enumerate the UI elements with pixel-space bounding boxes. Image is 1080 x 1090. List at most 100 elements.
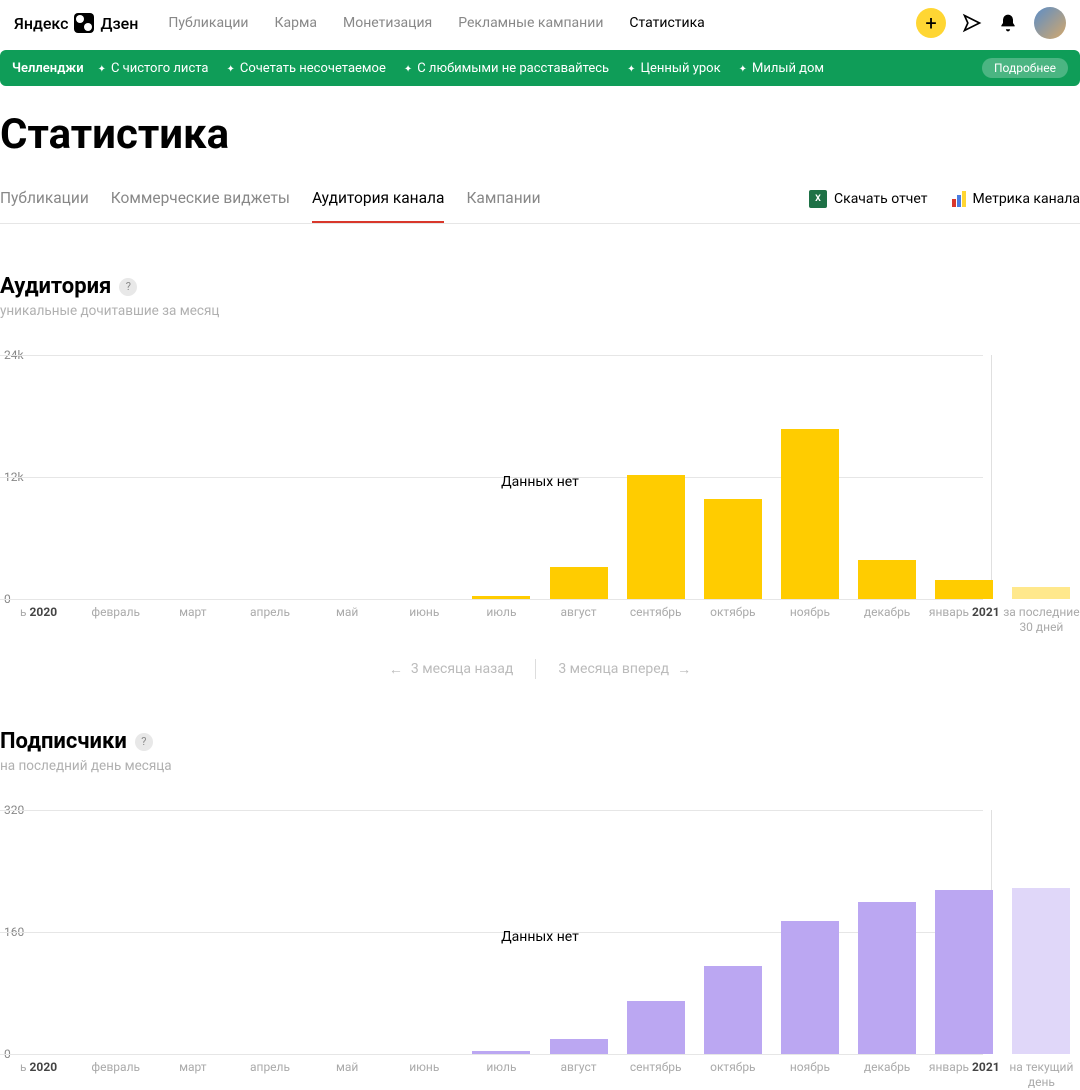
metrika-label: Метрика канала (973, 191, 1080, 207)
subtab[interactable]: Аудитория канала (312, 189, 445, 223)
x-axis-label: ь 2020 (0, 605, 77, 635)
subtab[interactable]: Публикации (0, 189, 89, 223)
x-axis-label: октябрь (694, 605, 771, 635)
challenge-items: С чистого листа Сочетать несочетаемое С лю… (98, 61, 824, 76)
chart-bar[interactable] (704, 966, 762, 1054)
x-axis-label: ноябрь (771, 605, 848, 635)
subscribers-chart-title: Подписчики (0, 729, 127, 754)
nav-back-button[interactable]: ← 3 месяца назад (389, 661, 513, 678)
metrika-button[interactable]: Метрика канала (952, 190, 1080, 208)
chart-bar[interactable] (1012, 587, 1070, 599)
subscribers-chart-subtitle: на последний день месяца (0, 758, 1080, 774)
download-label: Скачать отчет (834, 191, 928, 207)
nav-back-label: 3 месяца назад (411, 661, 513, 677)
x-axis-label: декабрь (849, 605, 926, 635)
challenge-item[interactable]: Ценный урок (627, 61, 721, 76)
subscribers-chart-block: Подписчики ? на последний день месяца 01… (0, 729, 1080, 1090)
chart-bar[interactable] (858, 560, 916, 599)
topnav-item[interactable]: Публикации (168, 15, 248, 31)
logo-text-1: Яндекс (14, 14, 68, 33)
x-axis-label: август (540, 605, 617, 635)
challenge-more-button[interactable]: Подробнее (982, 58, 1068, 78)
x-axis-label: октябрь (694, 1060, 771, 1090)
top-nav: Публикации Карма Монетизация Рекламные камп… (168, 15, 704, 31)
metrika-icon (952, 191, 966, 207)
x-axis-label: апрель (231, 605, 308, 635)
topnav-item[interactable]: Статистика (629, 15, 704, 31)
nav-forward-label: 3 месяца вперед (558, 661, 669, 677)
chart-bar[interactable] (781, 921, 839, 1054)
chart-bar[interactable] (550, 567, 608, 599)
x-axis-label: ноябрь (771, 1060, 848, 1090)
logo[interactable]: Яндекс Дзен (14, 13, 138, 33)
chart-bar[interactable] (1012, 888, 1070, 1054)
chart-nav: ← 3 месяца назад 3 месяца вперед → (0, 659, 1080, 679)
x-axis-label: январь 2021 (926, 1060, 1003, 1090)
logo-text-2: Дзен (100, 14, 138, 33)
x-axis-label: февраль (77, 605, 154, 635)
challenge-item[interactable]: Сочетать несочетаемое (226, 61, 385, 76)
x-axis-label: май (309, 1060, 386, 1090)
challenge-item[interactable]: Милый дом (739, 61, 824, 76)
x-axis-label: ь 2020 (0, 1060, 77, 1090)
audience-chart: 012k24kДанных неть 2020февральмартапрель… (0, 355, 1080, 635)
x-axis-label: апрель (231, 1060, 308, 1090)
subscribers-chart: 0160320Данных неть 2020февральмартапрель… (0, 810, 1080, 1090)
help-icon[interactable]: ? (135, 733, 153, 751)
challenge-item[interactable]: С чистого листа (98, 61, 209, 76)
topnav-item[interactable]: Монетизация (343, 15, 432, 31)
x-axis-label: март (154, 1060, 231, 1090)
x-axis-label: июнь (386, 605, 463, 635)
arrow-left-icon: ← (389, 661, 403, 678)
x-axis-label: июль (463, 1060, 540, 1090)
avatar[interactable] (1034, 7, 1066, 39)
audience-chart-block: Аудитория ? уникальные дочитавшие за мес… (0, 274, 1080, 679)
chart-bar[interactable] (472, 1051, 530, 1054)
x-axis-label: март (154, 605, 231, 635)
x-axis-label: за последние 30 дней (1003, 605, 1080, 635)
page-title: Статистика (0, 110, 1080, 159)
x-axis-label: декабрь (849, 1060, 926, 1090)
create-button[interactable]: + (916, 8, 946, 38)
subtab[interactable]: Коммерческие виджеты (111, 189, 290, 223)
header: Яндекс Дзен Публикации Карма Монетизация Ре… (0, 0, 1080, 46)
logo-icon (74, 13, 94, 33)
challenge-label: Челленджи (12, 61, 84, 76)
download-report-button[interactable]: X Скачать отчет (809, 190, 928, 208)
x-axis-label: июль (463, 605, 540, 635)
send-icon[interactable] (962, 13, 982, 33)
audience-chart-subtitle: уникальные дочитавшие за месяц (0, 303, 1080, 319)
challenge-item[interactable]: С любимыми не расставайтесь (404, 61, 609, 76)
excel-icon: X (809, 190, 827, 208)
chart-bar[interactable] (550, 1039, 608, 1054)
subtab[interactable]: Кампании (466, 189, 540, 223)
challenge-bar: Челленджи С чистого листа Сочетать несоче… (0, 50, 1080, 86)
header-actions: + (916, 7, 1066, 39)
chart-bar[interactable] (781, 429, 839, 599)
x-axis-label: на текущий день (1003, 1060, 1080, 1090)
chart-bar[interactable] (935, 580, 993, 599)
subtabs: Публикации Коммерческие виджеты Аудитория … (0, 189, 1080, 224)
bell-icon[interactable] (998, 13, 1018, 33)
subtab-actions: X Скачать отчет Метрика канала (809, 190, 1080, 222)
arrow-right-icon: → (677, 661, 691, 678)
x-axis-label: май (309, 605, 386, 635)
x-axis-label: январь 2021 (926, 605, 1003, 635)
chart-bar[interactable] (472, 596, 530, 599)
audience-chart-title: Аудитория (0, 274, 111, 299)
chart-bar[interactable] (858, 902, 916, 1055)
chart-bar[interactable] (704, 499, 762, 599)
chart-bar[interactable] (627, 475, 685, 599)
x-axis-label: июнь (386, 1060, 463, 1090)
chart-bar[interactable] (627, 1001, 685, 1054)
x-axis-label: февраль (77, 1060, 154, 1090)
help-icon[interactable]: ? (119, 278, 137, 296)
topnav-item[interactable]: Карма (275, 15, 317, 31)
nav-separator (535, 659, 536, 679)
x-axis-label: сентябрь (617, 1060, 694, 1090)
topnav-item[interactable]: Рекламные кампании (458, 15, 603, 31)
x-axis-label: август (540, 1060, 617, 1090)
chart-bar[interactable] (935, 890, 993, 1054)
x-axis-label: сентябрь (617, 605, 694, 635)
nav-forward-button[interactable]: 3 месяца вперед → (558, 661, 691, 678)
